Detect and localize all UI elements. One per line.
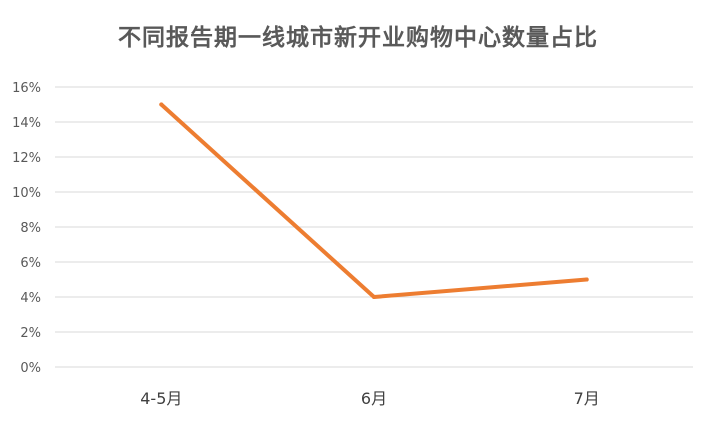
data-point [584, 277, 589, 282]
y-tick-label: 12% [12, 151, 41, 166]
x-tick-label: 6月 [361, 389, 387, 408]
y-tick-label: 14% [12, 116, 41, 131]
y-tick-label: 10% [12, 186, 41, 201]
y-tick-label: 6% [20, 256, 41, 271]
x-tick-label: 4-5月 [140, 389, 182, 408]
y-tick-label: 16% [12, 81, 41, 96]
y-tick-label: 4% [20, 291, 41, 306]
series-line [159, 102, 589, 299]
data-point [372, 295, 376, 299]
chart-title: 不同报告期一线城市新开业购物中心数量占比 [118, 25, 598, 51]
y-tick-label: 0% [20, 361, 41, 376]
y-tick-label: 8% [20, 221, 41, 236]
data-point [159, 102, 164, 107]
y-tick-label: 2% [20, 326, 41, 341]
x-tick-label: 7月 [574, 389, 600, 408]
